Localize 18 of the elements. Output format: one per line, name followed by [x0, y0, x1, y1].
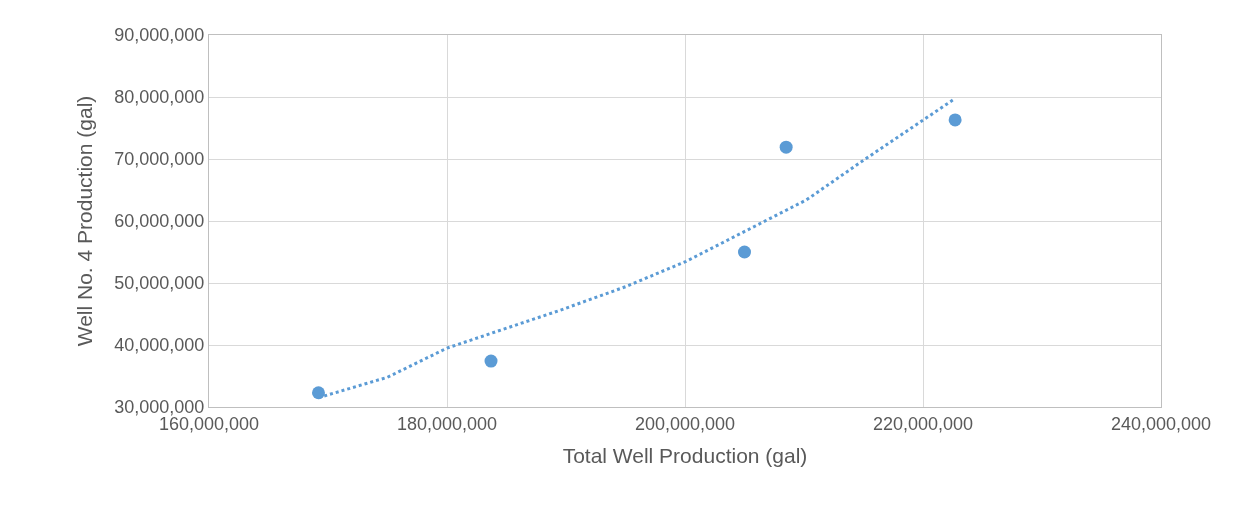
y-tick-label: 90,000,000	[114, 25, 205, 46]
x-tick-label: 220,000,000	[872, 413, 974, 434]
y-tick-label: 40,000,000	[114, 335, 205, 356]
x-axis-title: Total Well Production (gal)	[562, 443, 808, 467]
point	[484, 354, 498, 368]
x-tick-label: 180,000,000	[396, 413, 498, 434]
point	[948, 113, 962, 127]
x-tick-label: 240,000,000	[1110, 413, 1212, 434]
point	[311, 386, 325, 400]
y-axis-title: Well No. 4 Production (gal)	[73, 95, 97, 347]
point	[738, 245, 751, 259]
y-tick-label: 30,000,000	[114, 397, 205, 418]
point	[779, 140, 793, 154]
y-tick-label: 50,000,000	[114, 273, 205, 294]
y-tick-label: 60,000,000	[114, 211, 205, 232]
x-tick-label: 200,000,000	[634, 413, 736, 434]
y-tick-label: 80,000,000	[114, 87, 205, 108]
y-tick-label: 70,000,000	[114, 149, 205, 170]
